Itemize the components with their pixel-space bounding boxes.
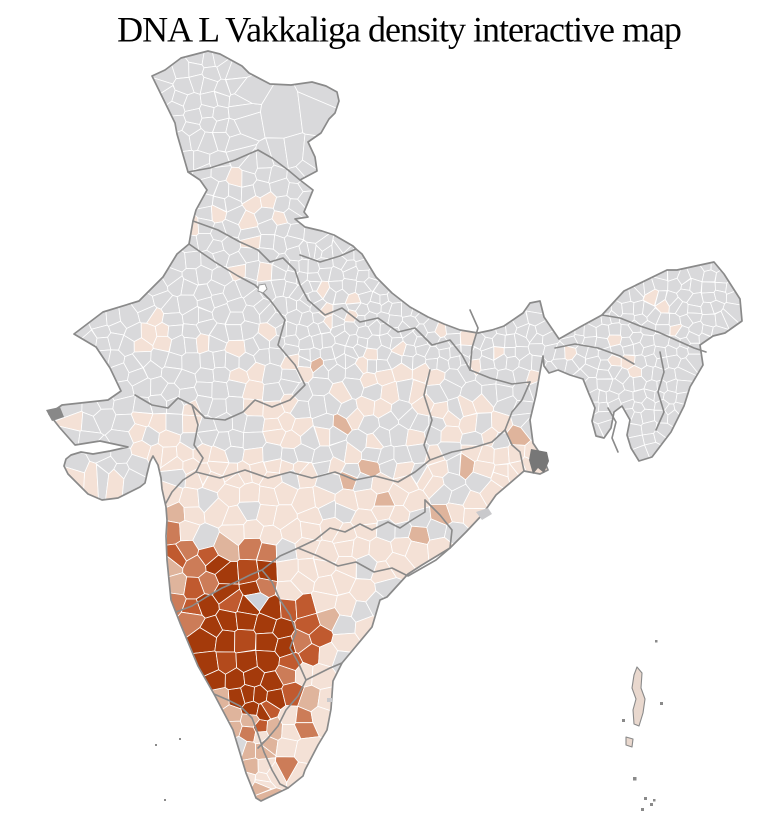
svg-text:DNA L Vakkaliga density intera: DNA L Vakkaliga density interactive map (117, 10, 681, 50)
